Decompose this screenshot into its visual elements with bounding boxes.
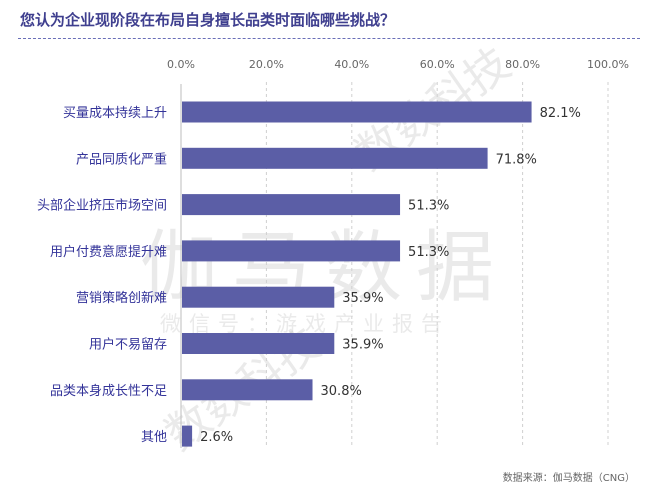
bar [182, 194, 401, 216]
category-label: 买量成本持续上升 [63, 106, 167, 121]
x-tick-label: 20.0% [249, 58, 284, 71]
bar [182, 147, 488, 169]
x-tick-label: 80.0% [505, 58, 540, 71]
bar [182, 425, 193, 447]
data-source: 数据来源：伽马数据（CNG） [502, 473, 635, 484]
value-label: 35.9% [342, 338, 383, 353]
category-label: 其他 [141, 430, 167, 445]
category-label: 产品同质化严重 [76, 151, 167, 167]
category-label: 营销策略创新难 [76, 290, 167, 306]
value-label: 35.9% [342, 291, 383, 306]
category-label: 用户付费意愿提升难 [50, 244, 167, 260]
x-tick-label: 0.0% [167, 58, 195, 71]
title-divider [18, 38, 640, 39]
bar [182, 333, 335, 354]
bar [182, 101, 532, 123]
x-tick-label: 40.0% [334, 58, 369, 71]
value-label: 51.3% [408, 199, 449, 214]
value-label: 51.3% [408, 245, 449, 260]
x-tick-label: 100.0% [587, 58, 629, 71]
x-tick-label: 60.0% [420, 58, 455, 71]
category-label: 头部企业挤压市场空间 [37, 198, 167, 214]
value-label: 82.1% [540, 106, 581, 121]
category-label: 品类本身成长性不足 [50, 383, 167, 399]
chart-title: 您认为企业现阶段在布局自身擅长品类时面临哪些挑战？ [20, 11, 396, 29]
category-label: 用户不易留存 [89, 337, 167, 353]
value-label: 71.8% [496, 152, 537, 167]
bar [182, 240, 401, 262]
bar [182, 286, 335, 308]
value-label: 30.8% [321, 384, 362, 399]
bar [182, 379, 313, 401]
value-label: 2.6% [200, 430, 233, 445]
